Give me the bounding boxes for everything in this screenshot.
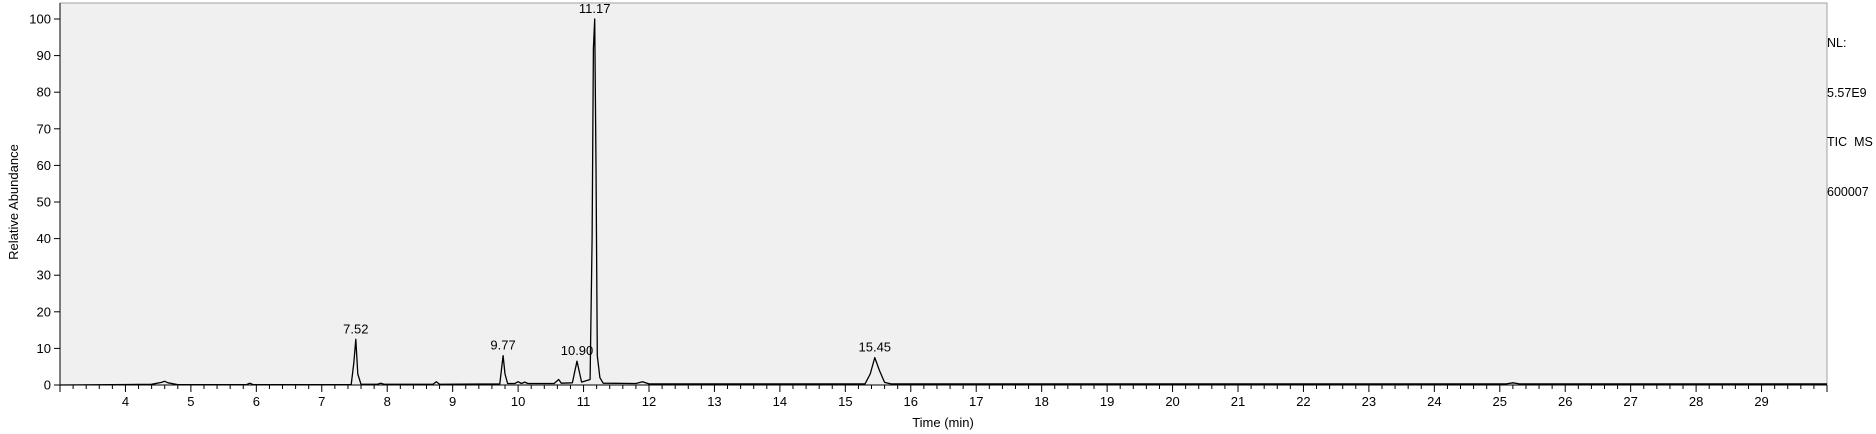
x-tick-label: 9 [449, 394, 456, 409]
x-tick-label: 22 [1296, 394, 1310, 409]
y-tick-label: 20 [37, 304, 51, 319]
x-tick-label: 18 [1034, 394, 1048, 409]
peak-label: 15.45 [859, 340, 892, 355]
trace-label: TIC MS [1827, 135, 1873, 149]
peak-labels: 7.52 9.77 10.90 11.17 15.45 [343, 1, 891, 358]
x-tick-label: 10 [511, 394, 525, 409]
x-tick-label: 23 [1362, 394, 1376, 409]
y-tick-label: 80 [37, 85, 51, 100]
x-tick-label: 12 [642, 394, 656, 409]
y-axis-title: Relative Abundance [6, 144, 21, 260]
y-tick-label: 0 [44, 378, 51, 393]
x-tick-label: 5 [187, 394, 194, 409]
peak-label: 11.17 [579, 1, 611, 16]
x-tick-label: 13 [707, 394, 721, 409]
normalization-info: NL: 5.57E9 TIC MS 600007 [1827, 2, 1873, 217]
x-tick-label: 4 [122, 394, 129, 409]
x-tick-label: 27 [1623, 394, 1637, 409]
y-axis: 0 10 20 30 40 50 60 70 80 90 100 [29, 3, 61, 393]
peak-label: 10.90 [561, 343, 594, 358]
x-tick-label: 25 [1493, 394, 1507, 409]
y-tick-label: 50 [37, 195, 51, 210]
x-tick-label: 19 [1100, 394, 1114, 409]
x-axis: 4 5 6 7 8 9 10 11 12 13 14 15 16 17 18 19 20 21 22 23 24 25 26… [59, 384, 1828, 409]
x-tick-label: 24 [1427, 394, 1441, 409]
x-tick-label: 21 [1231, 394, 1245, 409]
x-tick-label: 11 [577, 394, 591, 409]
y-tick-label: 90 [37, 48, 51, 63]
x-tick-label: 16 [904, 394, 918, 409]
x-tick-label: 17 [969, 394, 983, 409]
tic-trace-line [59, 18, 1827, 386]
y-tick-label: 40 [37, 231, 51, 246]
x-tick-label: 29 [1754, 394, 1768, 409]
x-tick-label: 14 [773, 394, 787, 409]
x-tick-label: 7 [318, 394, 325, 409]
file-id: 600007 [1827, 184, 1869, 199]
x-tick-label: 28 [1689, 394, 1703, 409]
y-tick-label: 30 [37, 268, 51, 283]
x-tick-label: 6 [253, 394, 260, 409]
x-tick-label: 20 [1165, 394, 1179, 409]
nl-value: 5.57E9 [1827, 85, 1867, 100]
nl-label: NL: [1827, 36, 1847, 50]
peak-label: 7.52 [343, 321, 368, 336]
plot-area [59, 2, 1828, 386]
x-axis-title: Time (min) [912, 415, 974, 430]
y-tick-label: 60 [37, 158, 51, 173]
y-tick-label: 70 [37, 121, 51, 136]
peak-label: 9.77 [490, 338, 515, 353]
y-tick-label: 10 [37, 341, 51, 356]
x-tick-label: 8 [384, 394, 391, 409]
y-tick-label: 100 [29, 12, 51, 27]
x-tick-label: 15 [838, 394, 852, 409]
x-tick-label: 26 [1558, 394, 1572, 409]
